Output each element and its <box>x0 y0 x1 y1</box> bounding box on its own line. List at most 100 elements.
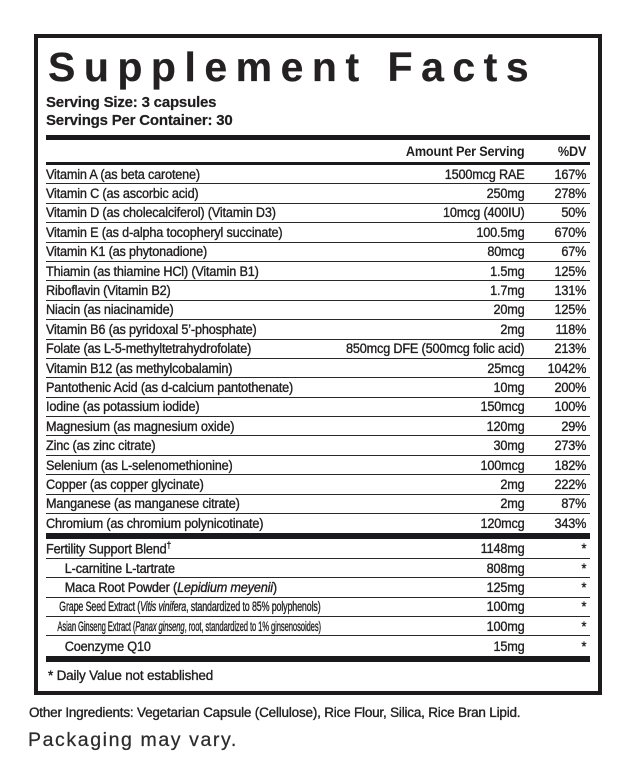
nutrient-name: Selenium (as L-selenomethionine) <box>46 457 233 473</box>
table-row: Thiamin (as thiamine HCl) (Vitamin B1) 1.… <box>46 262 590 282</box>
nutrient-name: Niacin (as niacinamide) <box>46 302 174 318</box>
nutrient-dv: 200% <box>554 379 587 395</box>
column-header-row: Amount Per Serving %DV <box>46 140 590 162</box>
table-row: Magnesium (as magnesium oxide) 120mg 29% <box>46 417 590 437</box>
nutrient-dv: 167% <box>554 166 587 182</box>
nutrient-amount: 125mg <box>486 579 525 595</box>
divider-bar-header <box>46 162 590 165</box>
nutrient-amount: 100.5mg <box>476 224 525 240</box>
nutrient-amount: 30mg <box>493 438 525 454</box>
servings-per-container: Servings Per Container: 30 <box>46 111 233 129</box>
nutrient-amount: 850mcg DFE (500mcg folic acid) <box>346 341 525 357</box>
nutrient-dv: 131% <box>554 283 587 299</box>
nutrient-amount: 100mg <box>486 618 525 634</box>
table-row: Zinc (as zinc citrate) 30mg 273% <box>46 436 590 456</box>
nutrient-name: Vitamin A (as beta carotene) <box>46 166 200 182</box>
table-row: Vitamin B12 (as methylcobalamin) 25mcg 104… <box>46 359 590 379</box>
nutrient-dv: 67% <box>561 244 587 260</box>
divider-bar-top <box>46 135 590 140</box>
table-row: Chromium (as chromium polynicotinate) 120… <box>46 514 590 533</box>
table-row: Niacin (as niacinamide) 20mg 125% <box>46 301 590 321</box>
nutrient-name: Coenzyme Q10 <box>64 638 151 654</box>
table-row: Vitamin K1 (as phytonadione) 80mcg 67% <box>46 243 590 262</box>
nutrient-dv: 213% <box>554 341 587 357</box>
nutrient-amount: 2mg <box>500 496 525 512</box>
nutrient-rows: Vitamin A (as beta carotene) 1500mcg RAE 1… <box>46 165 590 533</box>
nutrient-name: L-carnitine L-tartrate <box>64 560 176 576</box>
nutrient-amount: 1500mcg RAE <box>444 166 525 182</box>
table-row: Maca Root Powder (Lepidium meyenii) 125mg… <box>46 578 590 598</box>
nutrient-dv: 222% <box>554 476 587 492</box>
nutrient-dv: * <box>581 638 587 654</box>
nutrient-amount: 10mcg (400IU) <box>442 205 525 221</box>
other-ingredients-text: Other Ingredients: Vegetarian Capsule (C… <box>29 704 521 720</box>
blend-name: Fertility Support Blend† <box>46 540 172 557</box>
blend-ingredient-rows: L-carnitine L-tartrate 808mg * Maca Root Po… <box>46 559 590 656</box>
table-row: L-carnitine L-tartrate 808mg * <box>46 559 590 579</box>
table-row: Vitamin E (as d-alpha tocopheryl succina… <box>46 223 590 243</box>
nutrient-dv: 118% <box>555 321 587 337</box>
nutrient-amount: 2mg <box>500 321 525 337</box>
dagger-mark: † <box>166 540 172 551</box>
nutrient-amount: 25mcg <box>487 360 525 376</box>
table-row: Riboflavin (Vitamin B2) 1.7mg 131% <box>46 281 590 301</box>
nutrient-amount: 80mcg <box>487 244 525 260</box>
nutrient-dv: 273% <box>554 438 587 454</box>
nutrient-name: Riboflavin (Vitamin B2) <box>46 283 171 299</box>
table-row: Pantothenic Acid (as d-calcium pantothen… <box>46 378 590 398</box>
nutrient-amount: 150mcg <box>480 399 525 415</box>
nutrient-name: Folate (as L-5-methyltetrahydrofolate) <box>46 341 252 357</box>
nutrient-name: Iodine (as potassium iodide) <box>46 399 200 415</box>
nutrient-dv: 125% <box>554 263 587 279</box>
nutrient-name: Vitamin B6 (as pyridoxal 5’-phosphate) <box>46 321 257 337</box>
nutrient-dv: 29% <box>561 418 587 434</box>
nutrient-name: Maca Root Powder (Lepidium meyenii) <box>64 579 278 595</box>
nutrient-name: Vitamin B12 (as methylcobalamin) <box>46 360 233 376</box>
nutrient-dv: 50% <box>561 205 587 221</box>
nutrient-amount: 120mcg <box>480 516 525 532</box>
table-row: Copper (as copper glycinate) 2mg 222% <box>46 475 590 495</box>
nutrient-name: Copper (as copper glycinate) <box>46 476 204 492</box>
nutrient-dv: 100% <box>554 399 587 415</box>
table-row: Folate (as L-5-methyltetrahydrofolate) 85… <box>46 340 590 359</box>
table-row: Vitamin C (as ascorbic acid) 250mg 278% <box>46 184 590 204</box>
nutrient-name: Vitamin K1 (as phytonadione) <box>46 244 208 260</box>
column-header-amount: Amount Per Serving <box>405 144 525 159</box>
nutrient-name: Asian Ginseng Extract (Panax ginseng, ro… <box>57 618 322 634</box>
nutrient-amount: 15mg <box>493 638 525 654</box>
table-row: Coenzyme Q10 15mg * <box>46 636 590 655</box>
nutrient-dv: * <box>581 599 587 615</box>
table-row: Vitamin A (as beta carotene) 1500mcg RAE 1… <box>46 165 590 185</box>
nutrient-amount: 20mg <box>493 302 525 318</box>
nutrient-dv: 670% <box>554 224 587 240</box>
table-row: Asian Ginseng Extract (Panax ginseng, ro… <box>46 617 590 637</box>
table-row: Vitamin D (as cholecalciferol) (Vitamin … <box>46 204 590 224</box>
nutrient-name: Vitamin E (as d-alpha tocopheryl succina… <box>46 224 283 240</box>
nutrient-dv: * <box>581 618 587 634</box>
nutrient-amount: 100mg <box>486 599 525 615</box>
blend-dv: * <box>581 541 587 557</box>
table-row: Manganese (as manganese citrate) 2mg 87% <box>46 495 590 515</box>
nutrient-name: Grape Seed Extract (Vitis vinifera, stan… <box>59 599 321 615</box>
nutrient-name: Thiamin (as thiamine HCl) (Vitamin B1) <box>46 263 259 279</box>
nutrient-dv: 125% <box>554 302 587 318</box>
nutrient-name: Chromium (as chromium polynicotinate) <box>46 516 264 532</box>
blend-amount: 1148mg <box>480 541 525 557</box>
nutrient-name: Pantothenic Acid (as d-calcium pantothen… <box>46 379 294 395</box>
divider-bar-blend-top <box>46 533 590 540</box>
nutrient-amount: 808mg <box>486 560 525 576</box>
blend-header-row: Fertility Support Blend† 1148mg * <box>46 539 590 559</box>
nutrient-dv: * <box>581 560 587 576</box>
panel-title: Supplement Facts <box>48 44 538 90</box>
column-header-dv: %DV <box>557 144 587 159</box>
nutrient-amount: 120mg <box>486 418 525 434</box>
nutrient-dv: 343% <box>554 516 587 532</box>
nutrient-amount: 1.7mg <box>490 283 525 299</box>
nutrient-name: Manganese (as manganese citrate) <box>46 496 240 512</box>
table-row: Iodine (as potassium iodide) 150mcg 100% <box>46 398 590 418</box>
serving-size: Serving Size: 3 capsules <box>46 94 217 111</box>
nutrient-amount: 250mg <box>486 186 525 202</box>
nutrient-dv: 87% <box>561 496 587 512</box>
nutrient-amount: 10mg <box>493 379 525 395</box>
